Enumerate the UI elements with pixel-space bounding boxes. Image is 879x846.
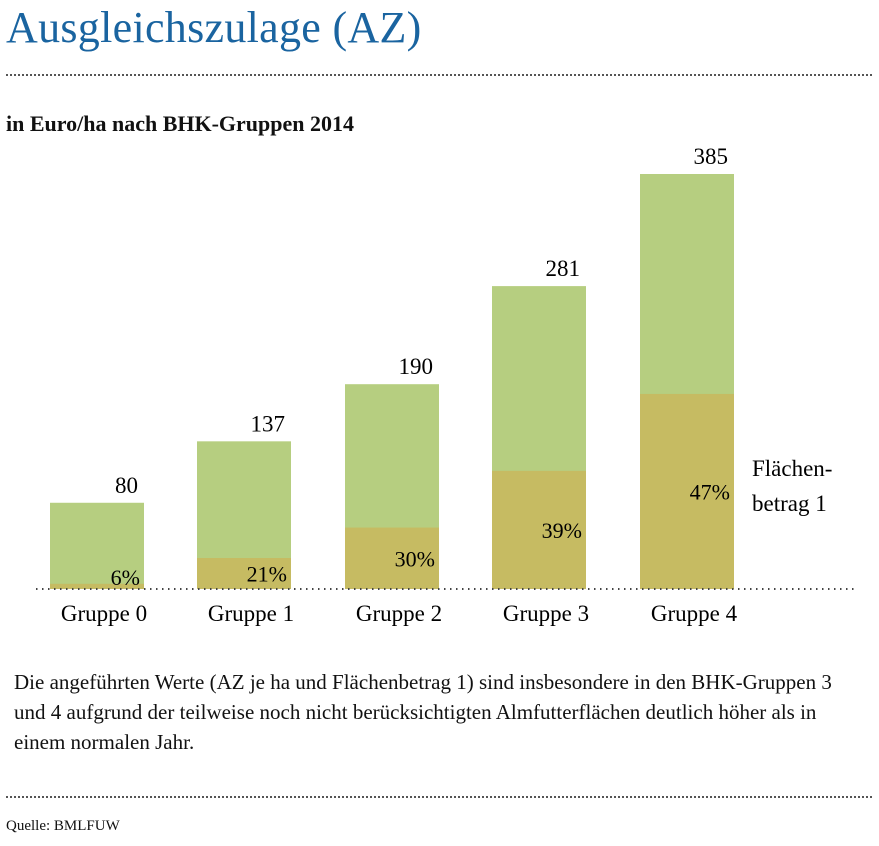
annotation-line-2: betrag 1 bbox=[752, 491, 827, 516]
category-label: Gruppe 1 bbox=[208, 601, 294, 626]
footnote: Die angeführten Werte (AZ je ha und Fläc… bbox=[14, 670, 832, 754]
source: Quelle: BMLFUW bbox=[6, 818, 120, 834]
share-label: 47% bbox=[690, 479, 730, 504]
annotation-line-1: Flächen- bbox=[752, 456, 832, 481]
share-label: 6% bbox=[111, 565, 140, 590]
divider bbox=[6, 796, 872, 798]
value-label: 281 bbox=[546, 256, 581, 281]
category-label: Gruppe 2 bbox=[356, 601, 442, 626]
value-label: 137 bbox=[251, 411, 286, 436]
category-label: Gruppe 3 bbox=[503, 601, 589, 626]
bar-flaechenbetrag bbox=[345, 527, 439, 589]
bar-flaechenbetrag bbox=[640, 393, 734, 589]
chart-subtitle: in Euro/ha nach BHK-Gruppen 2014 bbox=[6, 111, 355, 136]
bar-total bbox=[50, 502, 144, 589]
category-label: Gruppe 4 bbox=[651, 601, 738, 626]
value-label: 190 bbox=[399, 354, 434, 379]
bar-flaechenbetrag bbox=[492, 470, 586, 589]
share-label: 30% bbox=[395, 546, 435, 571]
bar-flaechenbetrag bbox=[50, 583, 144, 589]
share-label: 39% bbox=[542, 518, 582, 543]
divider bbox=[6, 74, 872, 76]
chart-title: Ausgleichszulage (AZ) bbox=[6, 3, 422, 52]
value-label: 80 bbox=[115, 473, 138, 498]
share-label: 21% bbox=[247, 561, 287, 586]
bar-flaechenbetrag bbox=[197, 557, 291, 589]
bar-chart: 80 6% Gruppe 0 137 21% Gruppe 1 190 30% Gruppe 2… bbox=[36, 144, 856, 626]
category-label: Gruppe 0 bbox=[61, 601, 147, 626]
value-label: 385 bbox=[694, 144, 729, 169]
